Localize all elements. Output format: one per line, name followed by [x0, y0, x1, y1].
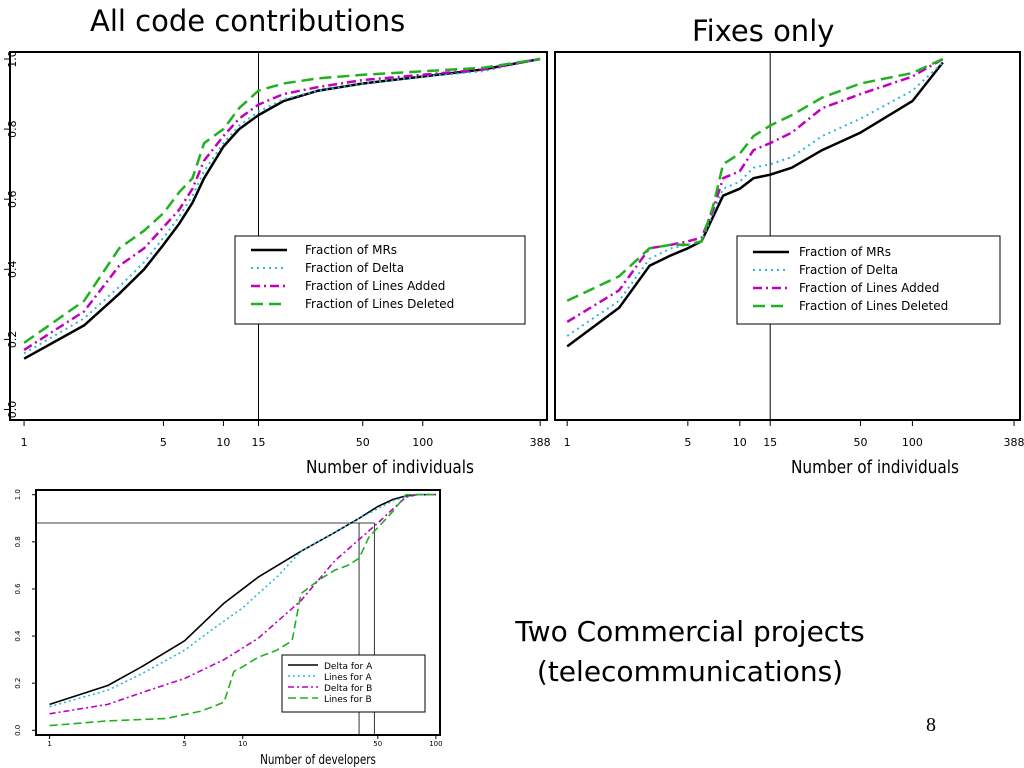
series-line — [23, 57, 541, 344]
y-tick-label: 0.6 — [6, 190, 19, 208]
x-tick-label: 1 — [564, 436, 571, 449]
legend-label: Fraction of Lines Added — [305, 279, 445, 293]
y-tick-label: 0.2 — [14, 678, 22, 689]
page-number: 8 — [926, 714, 936, 736]
legend-label: Lines for B — [324, 695, 372, 705]
y-tick-label: 0.8 — [14, 536, 22, 547]
x-tick-label: 100 — [412, 436, 433, 449]
legend-label: Fraction of MRs — [305, 243, 397, 257]
series-line — [566, 61, 944, 337]
y-tick-label: 0.4 — [14, 630, 22, 642]
series-line — [23, 57, 541, 360]
series-line — [49, 493, 436, 715]
x-tick-label: 50 — [356, 436, 370, 449]
y-tick-label: 0.2 — [6, 331, 19, 349]
x-tick-label: 5 — [684, 436, 691, 449]
x-tick-label: 5 — [182, 740, 186, 748]
legend-label: Delta for B — [324, 684, 372, 694]
x-tick-label: 388 — [1004, 436, 1024, 449]
legend-label: Fraction of Lines Deleted — [799, 299, 948, 313]
title-all-contributions: All code contributions — [90, 4, 406, 38]
legend-label: Fraction of Delta — [305, 261, 404, 275]
y-tick-label: 0.6 — [14, 583, 22, 595]
legend-label: Delta for A — [324, 662, 373, 672]
x-axis-label: Number of developers — [260, 752, 376, 767]
y-tick-label: 1.0 — [14, 489, 22, 500]
caption-line-2: (telecommunications) — [536, 655, 844, 688]
legend-label: Fraction of Lines Added — [799, 281, 939, 295]
series-line — [566, 57, 944, 302]
x-tick-label: 100 — [902, 436, 923, 449]
x-tick-label: 10 — [216, 436, 230, 449]
series-line — [23, 58, 541, 355]
x-tick-label: 50 — [373, 740, 382, 748]
x-tick-label: 15 — [252, 436, 266, 449]
series-line — [566, 61, 944, 348]
legend-label: Fraction of Lines Deleted — [305, 297, 454, 311]
y-tick-label: 1.0 — [6, 50, 19, 67]
x-tick-label: 5 — [160, 436, 167, 449]
legend-label: Fraction of Delta — [799, 263, 898, 277]
y-tick-label: 0.8 — [6, 120, 19, 138]
x-tick-label: 1 — [21, 436, 28, 449]
series-line — [49, 493, 436, 727]
x-tick-label: 1 — [47, 740, 51, 748]
x-tick-label: 10 — [733, 436, 747, 449]
x-axis-label: Number of individuals — [791, 456, 959, 478]
legend-label: Fraction of MRs — [799, 245, 891, 259]
chart-commercial-projects: 1 5 10 50 100 0.0 0.2 0.4 0.6 0.8 1.0 Number of dev… — [14, 489, 443, 767]
title-fixes-only: Fixes only — [692, 14, 835, 48]
y-tick-label: 0.0 — [14, 725, 22, 736]
y-tick-label: 0.4 — [6, 261, 19, 279]
legend-box — [736, 235, 1001, 325]
x-tick-label: 50 — [853, 436, 867, 449]
x-axis-label: Number of individuals — [306, 456, 474, 478]
x-tick-label: 388 — [530, 436, 551, 449]
caption-line-1: Two Commercial projects — [515, 615, 865, 648]
x-tick-label: 10 — [238, 740, 247, 748]
legend-box — [234, 235, 526, 325]
x-tick-label: 100 — [429, 740, 442, 748]
y-tick-label: 0.0 — [6, 401, 19, 419]
legend: Fraction of MRs Fraction of Delta Fraction… — [234, 235, 526, 325]
caption: Two Commercial projects (telecommunicati… — [470, 612, 910, 692]
legend: Fraction of MRs Fraction of Delta Fraction… — [736, 235, 1001, 325]
legend-label: Lines for A — [324, 673, 373, 683]
x-tick-label: 15 — [763, 436, 777, 449]
